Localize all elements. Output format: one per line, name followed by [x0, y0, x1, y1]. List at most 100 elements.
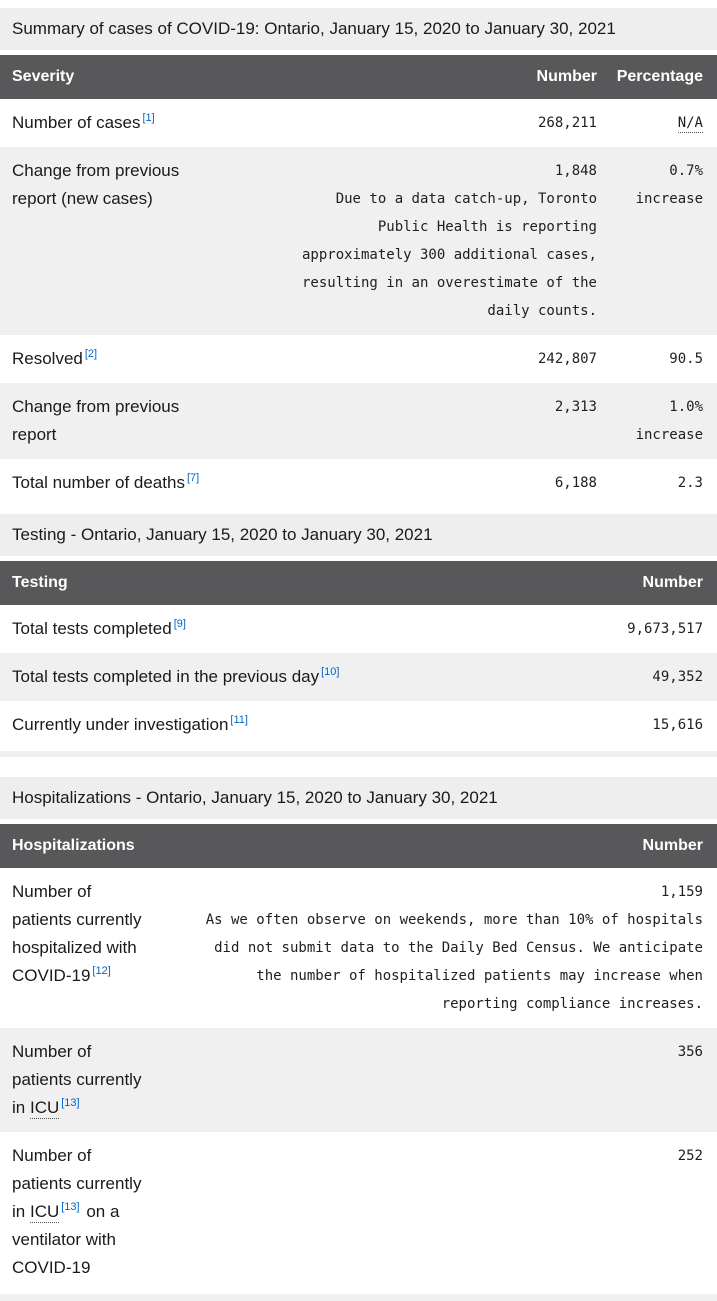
row-percentage-cell: N/A: [597, 99, 717, 147]
column-header: Severity: [12, 68, 75, 85]
percentage-value: 1.0%: [669, 399, 703, 415]
percentage-trend: increase: [635, 191, 703, 207]
row-percentage: N/A: [597, 109, 703, 137]
footnote-link[interactable]: [7]: [186, 472, 200, 485]
label-text: Total tests completed in the previous da…: [12, 667, 320, 686]
column-header: Number: [536, 68, 597, 85]
row-number: 1,848: [554, 163, 597, 179]
footnote-superscript: [9]: [174, 618, 186, 630]
row-percentage-cell: 0.7% increase: [597, 147, 717, 335]
row-number-cell: 49,352: [497, 653, 717, 701]
table-row: Total tests completed [9] 9,673,517: [0, 605, 717, 653]
table-row: Resolved [2] 242,807 90.5: [0, 335, 717, 383]
label-text: Number of patients currently hospitalize…: [12, 882, 142, 985]
row-number: 49,352: [652, 669, 703, 685]
table-summary: Summary of cases of COVID-19: Ontario, J…: [0, 8, 717, 507]
row-label: Total tests completed [9]: [0, 605, 497, 653]
table-row: Change from previous report 2,313 1.0% incr…: [0, 383, 717, 459]
footnote-link[interactable]: [13]: [61, 1201, 80, 1214]
row-number-cell: 242,807: [280, 335, 597, 383]
row-number: 268,211: [537, 115, 597, 131]
footnote-superscript: [1]: [143, 112, 155, 124]
column-header: Hospitalizations: [12, 837, 135, 854]
column-header: Number: [642, 837, 703, 854]
label-text: Number of patients currently in: [12, 1042, 142, 1117]
abbreviation-na: N/A: [677, 115, 703, 133]
row-number-cell: 356: [188, 1028, 717, 1132]
table-caption: Summary of cases of COVID-19: Ontario, J…: [0, 8, 717, 50]
table-testing: Testing - Ontario, January 15, 2020 to J…: [0, 514, 717, 757]
table-row: Number of patients currently in ICU [13] 3…: [0, 1028, 717, 1132]
table-row: Number of cases [1] 268,211 N/A: [0, 99, 717, 147]
table-caption: Hospitalizations - Ontario, January 15, …: [0, 777, 717, 819]
label-text: Total tests completed: [12, 619, 172, 638]
row-percentage-cell: 90.5: [597, 335, 717, 383]
label-text: Change from previous report: [12, 397, 180, 444]
table-row: Total tests completed in the previous da…: [0, 653, 717, 701]
row-percentage: 0.7%: [597, 157, 703, 185]
footnote-superscript: [12]: [92, 965, 110, 977]
row-number: 9,673,517: [627, 621, 703, 637]
row-label: Total number of deaths [7]: [0, 459, 280, 507]
tables-container: Summary of cases of COVID-19: Ontario, J…: [0, 8, 717, 1292]
row-number: 252: [677, 1148, 703, 1164]
row-number: 6,188: [554, 475, 597, 491]
footnote-superscript: [7]: [187, 472, 199, 484]
covid-summary-page: Summary of cases of COVID-19: Ontario, J…: [0, 8, 717, 1301]
label-text: Number of cases: [12, 113, 141, 132]
percentage-value: 0.7%: [669, 163, 703, 179]
row-label: Number of patients currently in ICU [13]: [0, 1028, 188, 1132]
abbreviation: ICU: [29, 1098, 60, 1119]
footnote-link[interactable]: [10]: [321, 666, 340, 679]
row-label: Currently under investigation [11]: [0, 701, 497, 749]
row-label: Total tests completed in the previous da…: [0, 653, 497, 701]
row-number: 356: [677, 1044, 703, 1060]
column-header: Number: [642, 574, 703, 591]
row-number-cell: 1,159 As we often observe on weekends, mo…: [188, 868, 717, 1028]
row-percentage-cell: 1.0% increase: [597, 383, 717, 459]
column-header: Testing: [12, 574, 68, 591]
row-number-cell: 6,188: [280, 459, 597, 507]
label-text: Currently under investigation: [12, 715, 229, 734]
label-text: Resolved: [12, 349, 83, 368]
row-label: Number of patients currently hospitalize…: [0, 868, 188, 1028]
row-label: Number of patients currently in ICU [13] …: [0, 1132, 188, 1292]
table-caption: Testing - Ontario, January 15, 2020 to J…: [0, 514, 717, 556]
table-row: Total number of deaths [7] 6,188 2.3: [0, 459, 717, 507]
footnote-link[interactable]: [9]: [173, 618, 186, 631]
row-percentage: 2.3: [597, 469, 703, 497]
row-number: 2,313: [554, 399, 597, 415]
table-bottom-strip: [0, 751, 717, 757]
footnote-superscript: [10]: [321, 666, 339, 678]
row-number-cell: 252: [188, 1132, 717, 1292]
footnote-link[interactable]: [13]: [61, 1097, 80, 1110]
next-row-partial: [0, 1294, 717, 1301]
table-header-row: Severity Number Percentage: [0, 55, 717, 99]
row-percentage: 1.0%: [597, 393, 703, 421]
table-row: Number of patients currently hospitalize…: [0, 868, 717, 1028]
footnote-link[interactable]: [12]: [92, 965, 111, 978]
table-header-row: Hospitalizations Number: [0, 824, 717, 868]
percentage-value: 2.3: [677, 475, 703, 491]
table-row: Number of patients currently in ICU [13] …: [0, 1132, 717, 1292]
percentage-value: 90.5: [669, 351, 703, 367]
row-label: Change from previous report (new cases): [0, 147, 280, 335]
percentage-trend: increase: [635, 427, 703, 443]
footnote-superscript: [13]: [61, 1201, 79, 1213]
row-label: Resolved [2]: [0, 335, 280, 383]
footnote-superscript: [2]: [85, 348, 97, 360]
table-header-row: Testing Number: [0, 561, 717, 605]
row-number-cell: 1,848 Due to a data catch-up, Toronto Pub…: [280, 147, 597, 335]
footnote-link[interactable]: [2]: [84, 348, 98, 361]
abbreviation: ICU: [29, 1202, 60, 1223]
footnote-link[interactable]: [11]: [230, 714, 248, 727]
table-hospitalizations: Hospitalizations - Ontario, January 15, …: [0, 777, 717, 1292]
footnote-link[interactable]: [1]: [142, 112, 155, 125]
row-label: Change from previous report: [0, 383, 280, 459]
row-number: 1,159: [660, 884, 703, 900]
row-number-cell: 2,313: [280, 383, 597, 459]
row-number: 242,807: [537, 351, 597, 367]
row-note: Due to a data catch-up, Toronto Public H…: [301, 191, 597, 319]
table-row: Change from previous report (new cases) 1…: [0, 147, 717, 335]
label-text: Change from previous report (new cases): [12, 161, 180, 208]
